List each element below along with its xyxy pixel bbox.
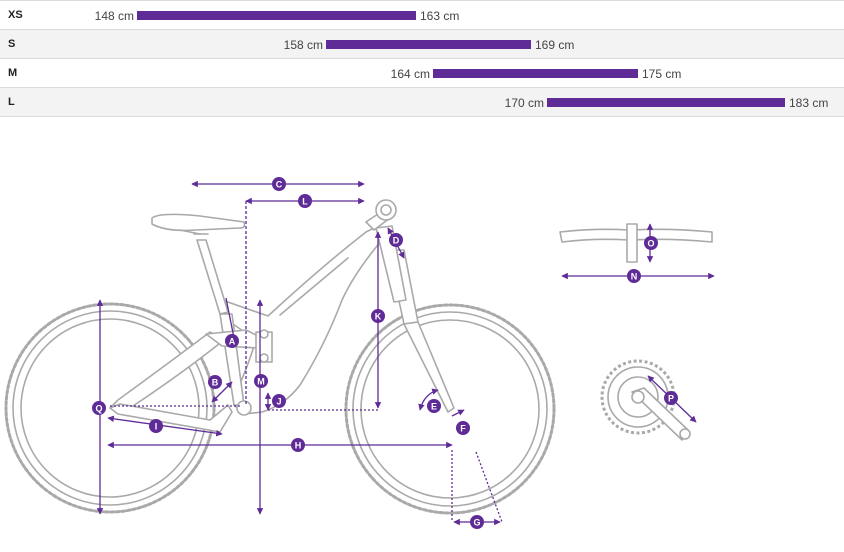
size-range-bar <box>137 11 416 20</box>
dimension-label-p: P <box>664 391 678 405</box>
rear-wheel <box>4 302 216 514</box>
dimension-label-e: E <box>427 399 441 413</box>
size-min-height: 164 cm <box>390 67 430 81</box>
dimension-label-b: B <box>208 375 222 389</box>
size-row-m: M 164 cm 175 cm <box>0 59 844 88</box>
size-max-height: 175 cm <box>642 67 682 81</box>
bottom-bracket <box>236 400 252 416</box>
size-row-xs: XS 148 cm 163 cm <box>0 0 844 30</box>
saddle-icon <box>151 213 246 232</box>
size-max-height: 183 cm <box>789 96 829 110</box>
dimension-label-d: D <box>389 233 403 247</box>
svg-text:O: O <box>647 239 654 249</box>
dimension-labels: C L D O N K A M B J P E Q I F H G <box>92 177 678 529</box>
svg-text:B: B <box>212 378 219 388</box>
size-row-s: S 158 cm 169 cm <box>0 30 844 59</box>
size-row-l: L 170 cm 183 cm <box>0 88 844 117</box>
dimension-label-o: O <box>644 236 658 250</box>
size-label: L <box>8 96 15 108</box>
size-label: XS <box>8 9 23 21</box>
geometry-diagram: C L D O N K A M B J P E Q I F H G <box>4 177 715 529</box>
seat-tube <box>196 239 229 315</box>
svg-text:D: D <box>393 236 400 246</box>
dimension-label-l: L <box>298 194 312 208</box>
size-range-bar <box>547 98 785 107</box>
dimension-label-n: N <box>627 269 641 283</box>
svg-text:Q: Q <box>95 404 102 414</box>
front-triangle <box>221 225 383 415</box>
fork-lower <box>403 321 455 413</box>
size-min-height: 170 cm <box>504 96 544 110</box>
size-range-bar <box>326 40 531 49</box>
svg-text:J: J <box>276 397 281 407</box>
svg-text:A: A <box>229 337 236 347</box>
handlebar-clamp <box>375 199 397 221</box>
dimension-label-g: G <box>470 515 484 529</box>
dimension-label-i: I <box>149 419 163 433</box>
dimension-label-f: F <box>456 421 470 435</box>
dimension-label-c: C <box>272 177 286 191</box>
dimension-label-j: J <box>272 394 286 408</box>
size-label: M <box>8 67 18 79</box>
dimension-label-k: K <box>371 309 385 323</box>
svg-text:I: I <box>155 422 158 432</box>
handlebar-icon <box>559 223 713 263</box>
down-tube-inner <box>279 257 349 316</box>
svg-text:H: H <box>295 441 302 451</box>
head-tube <box>375 225 407 303</box>
dimension-label-m: M <box>254 374 268 388</box>
svg-text:L: L <box>302 197 308 207</box>
size-range-bar <box>433 69 638 78</box>
dimension-label-a: A <box>225 334 239 348</box>
dimension-lines <box>96 180 715 526</box>
svg-text:K: K <box>375 312 382 322</box>
size-chart: XS 148 cm 163 cm S 158 cm 169 cm M 164 c… <box>0 0 844 117</box>
size-label: S <box>8 38 16 50</box>
dimension-label-q: Q <box>92 401 106 415</box>
dimension-label-h: H <box>291 438 305 452</box>
size-max-height: 169 cm <box>535 38 575 52</box>
svg-text:F: F <box>460 424 466 434</box>
size-min-height: 148 cm <box>94 9 134 23</box>
svg-text:M: M <box>257 377 265 387</box>
svg-text:E: E <box>431 402 437 412</box>
svg-text:G: G <box>473 518 480 528</box>
size-max-height: 163 cm <box>420 9 460 23</box>
svg-text:C: C <box>276 180 283 190</box>
size-min-height: 158 cm <box>283 38 323 52</box>
svg-text:N: N <box>631 272 638 282</box>
svg-text:P: P <box>668 394 674 404</box>
front-wheel <box>344 303 556 515</box>
mountain-bike-side-view-icon <box>4 199 556 515</box>
